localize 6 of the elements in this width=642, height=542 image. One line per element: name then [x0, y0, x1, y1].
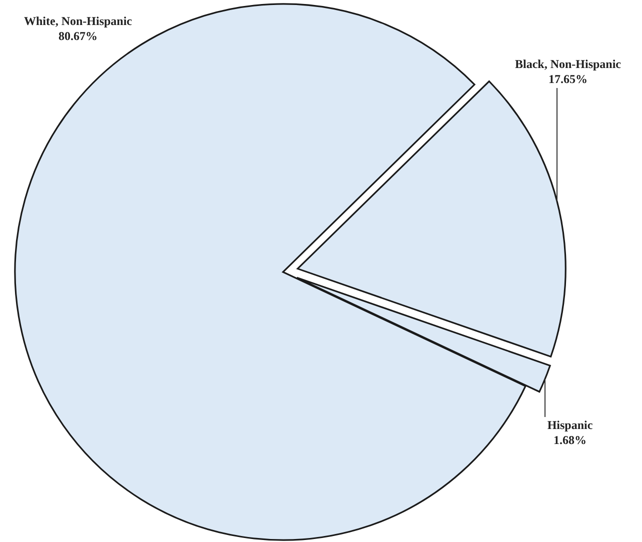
slice-label: Black, Non-Hispanic [514, 57, 622, 71]
slice-label: White, Non-Hispanic [24, 14, 133, 28]
data-label: 1.68% [554, 433, 586, 447]
data-label: 80.67% [58, 29, 98, 43]
slice-label: Hispanic [547, 418, 594, 432]
data-label: 17.65% [548, 72, 588, 86]
